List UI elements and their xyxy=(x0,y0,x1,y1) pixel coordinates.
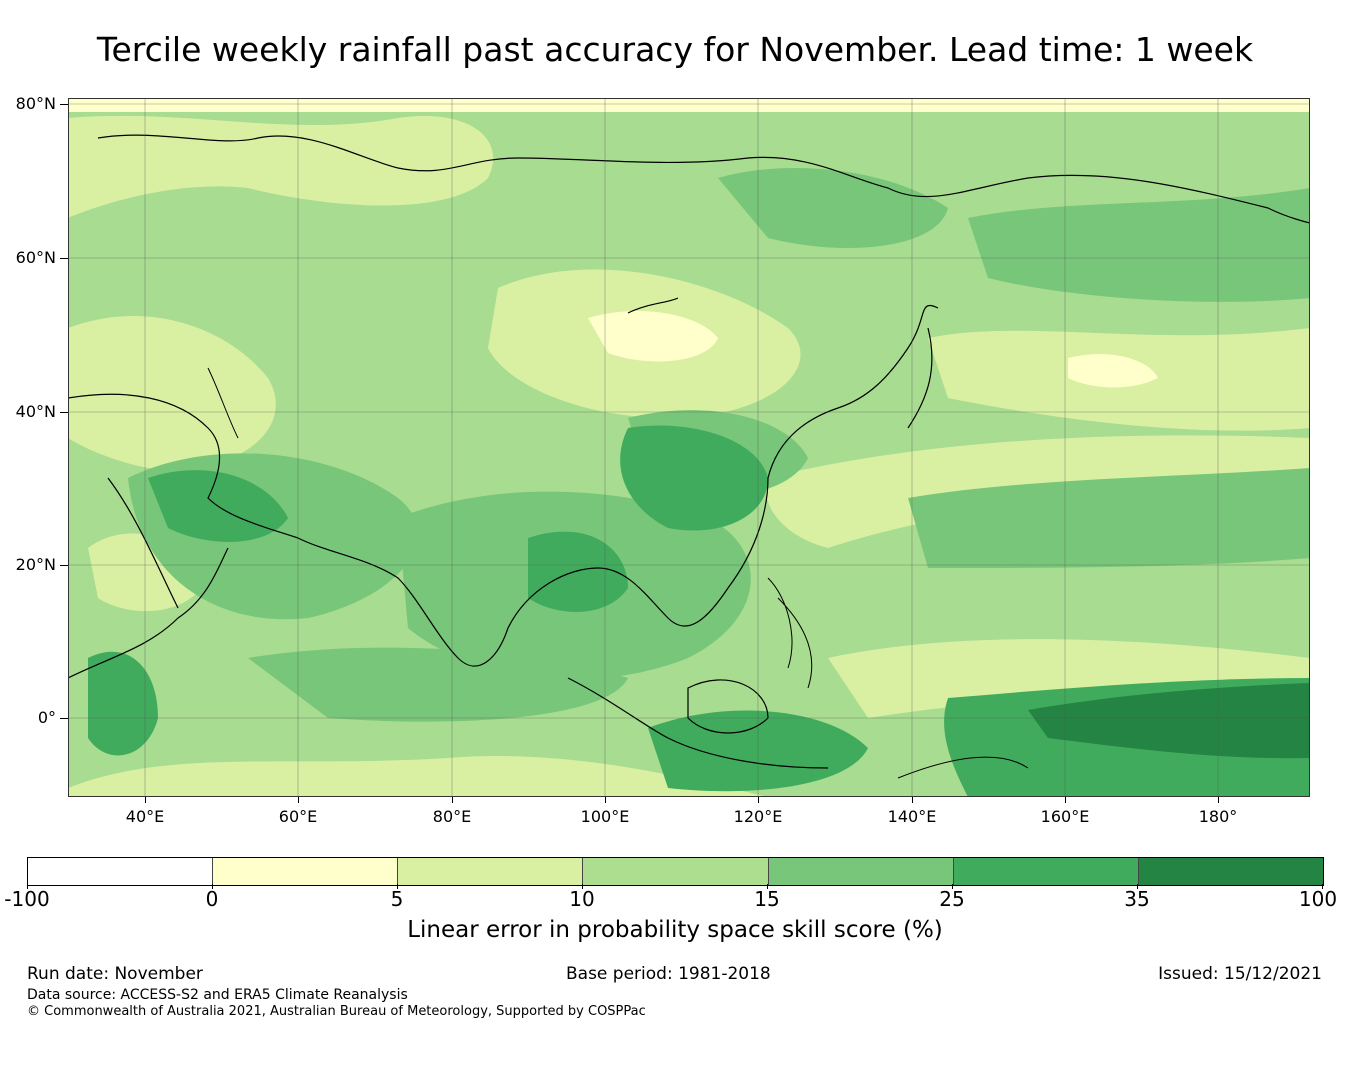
lat-tick xyxy=(60,258,68,259)
lon-tick xyxy=(912,797,913,803)
colorbar-label: -100 xyxy=(4,887,50,911)
coastline xyxy=(907,327,933,429)
lat-tick xyxy=(60,565,68,566)
skill-region xyxy=(68,756,768,797)
lon-tick xyxy=(452,797,453,803)
colorbar-tick xyxy=(767,884,768,889)
colorbar-title: Linear error in probability space skill … xyxy=(407,917,943,943)
colorbar-tick xyxy=(1322,884,1323,889)
coastline xyxy=(68,304,939,667)
colorbar-label: 0 xyxy=(205,887,219,911)
coastline xyxy=(97,134,1310,224)
colorbar-label: 100 xyxy=(1298,887,1338,911)
lon-tick xyxy=(145,797,146,803)
lat-tick xyxy=(60,412,68,413)
coastline xyxy=(107,477,179,609)
colorbar-tick xyxy=(582,884,583,889)
colorbar-tick xyxy=(1137,884,1138,889)
data-source: Data source: ACCESS-S2 and ERA5 Climate … xyxy=(27,987,408,1003)
colorbar-tick xyxy=(952,884,953,889)
base-period: Base period: 1981-2018 xyxy=(566,964,771,984)
colorbar-label: 25 xyxy=(939,887,965,911)
lon-tick xyxy=(1065,797,1066,803)
skill-region xyxy=(248,647,628,722)
coastline xyxy=(897,756,1029,779)
colorbar-segment xyxy=(768,858,954,885)
colorbar-label: 10 xyxy=(569,887,595,911)
lon-label-180: 180° xyxy=(1198,807,1238,826)
lon-label-160e: 160°E xyxy=(1040,807,1090,826)
lon-label-100e: 100°E xyxy=(580,807,630,826)
colorbar-segment xyxy=(213,858,399,885)
colorbar-segment xyxy=(398,858,584,885)
map-canvas xyxy=(68,98,1310,797)
lon-label-120e: 120°E xyxy=(733,807,783,826)
colorbar xyxy=(27,857,1324,886)
lat-label-40n: 40°N xyxy=(15,402,56,421)
issued-date: Issued: 15/12/2021 xyxy=(1158,964,1322,984)
coastline xyxy=(68,547,229,679)
lat-tick xyxy=(60,104,68,105)
colorbar-tick xyxy=(397,884,398,889)
colorbar-label: 35 xyxy=(1124,887,1150,911)
skill-region xyxy=(68,316,276,470)
copyright: © Commonwealth of Australia 2021, Austra… xyxy=(27,1004,646,1019)
colorbar-segment xyxy=(28,858,214,885)
skill-region xyxy=(1068,354,1158,388)
skill-region xyxy=(908,468,1310,568)
lon-tick xyxy=(298,797,299,803)
colorbar-segment xyxy=(1138,858,1323,885)
skill-region xyxy=(88,651,158,756)
skill-region xyxy=(718,168,948,248)
colorbar-label: 5 xyxy=(390,887,404,911)
lake-baikal xyxy=(627,297,679,314)
lat-label-60n: 60°N xyxy=(15,248,56,267)
lat-label-0: 0° xyxy=(37,708,56,727)
lat-label-20n: 20°N xyxy=(15,555,56,574)
lat-tick xyxy=(60,718,68,719)
run-date: Run date: November xyxy=(27,964,203,984)
lon-tick xyxy=(758,797,759,803)
lon-tick xyxy=(1218,797,1219,803)
skill-region xyxy=(588,310,718,362)
lon-tick xyxy=(605,797,606,803)
skill-region xyxy=(968,188,1310,302)
skill-region xyxy=(68,115,494,218)
lat-label-80n: 80°N xyxy=(15,94,56,113)
skill-region xyxy=(620,425,768,531)
gridlines xyxy=(68,98,1310,797)
skill-region xyxy=(1028,683,1310,759)
coastline xyxy=(767,577,813,689)
skill-score-map xyxy=(68,98,1310,797)
skill-region xyxy=(68,98,1310,112)
lon-label-140e: 140°E xyxy=(887,807,937,826)
colorbar-segment xyxy=(583,858,769,885)
chart-title: Tercile weekly rainfall past accuracy fo… xyxy=(96,30,1254,69)
lon-label-60e: 60°E xyxy=(278,807,318,826)
colorbar-segment xyxy=(953,858,1139,885)
coastline xyxy=(567,677,829,769)
colorbar-tick xyxy=(27,884,28,889)
colorbar-tick xyxy=(212,884,213,889)
lon-label-40e: 40°E xyxy=(125,807,165,826)
skill-region xyxy=(528,531,628,612)
colorbar-label: 15 xyxy=(754,887,780,911)
lon-label-80e: 80°E xyxy=(432,807,472,826)
caspian-sea xyxy=(207,367,239,439)
